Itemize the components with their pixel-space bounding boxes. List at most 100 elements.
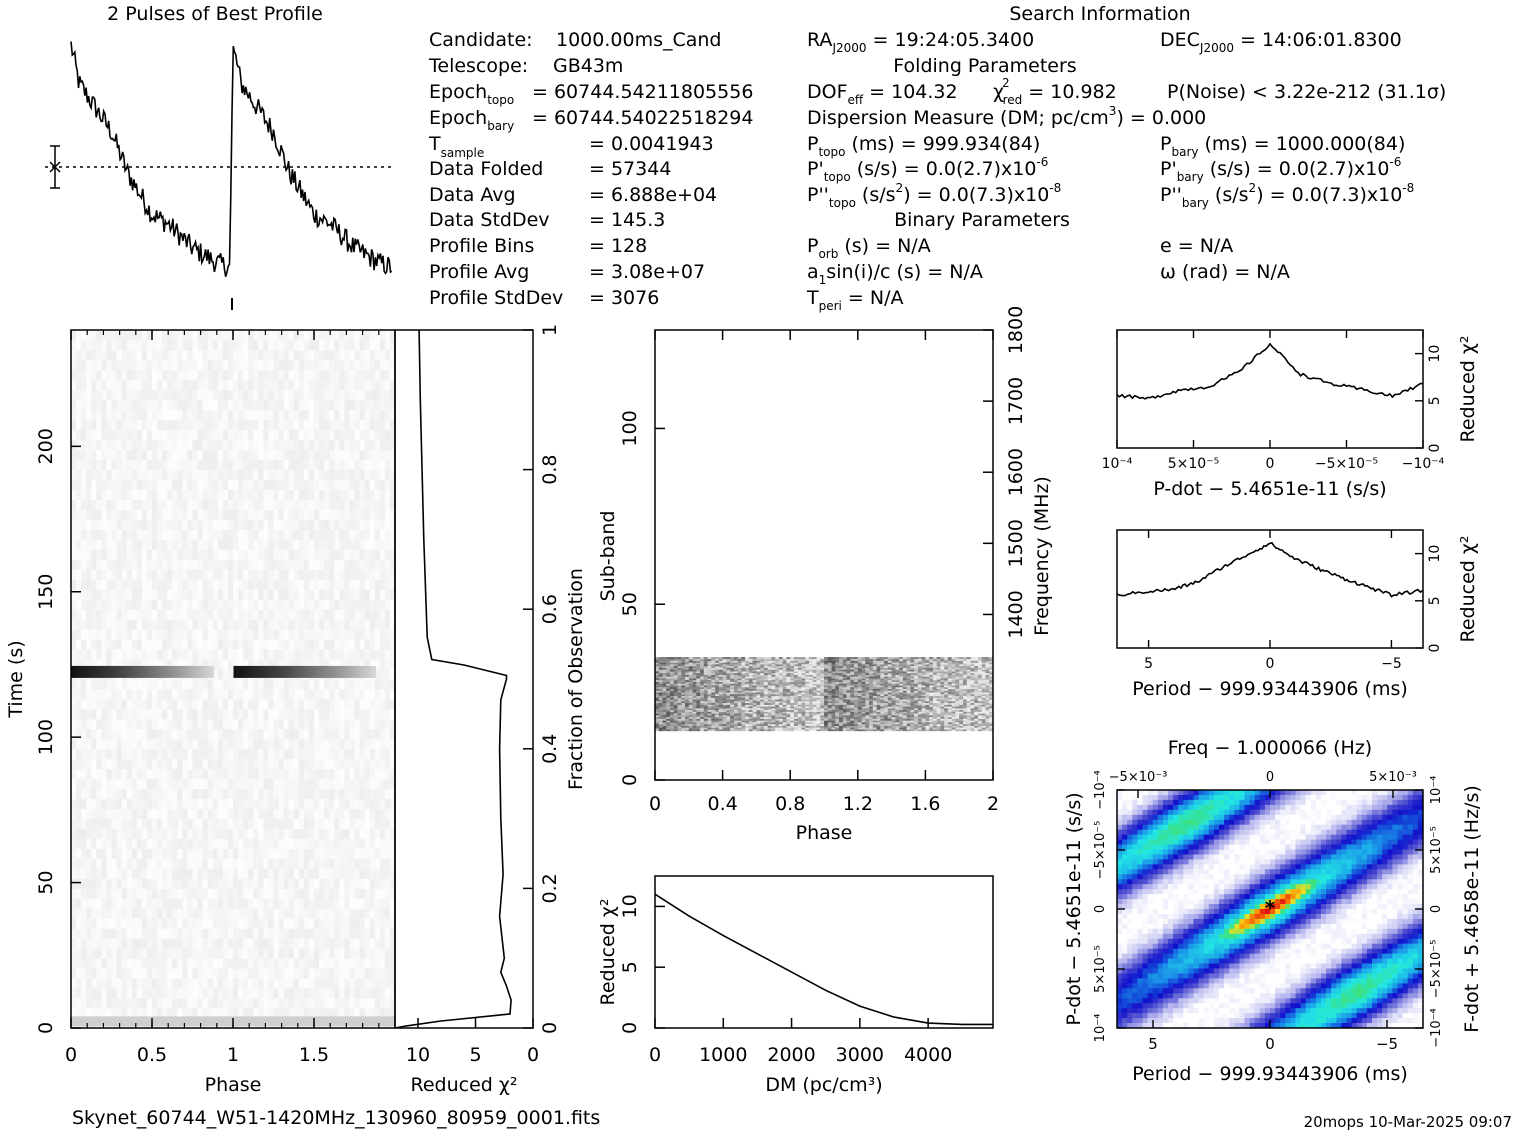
heatmap-cell — [167, 639, 173, 650]
heatmap-cell — [298, 808, 305, 819]
heatmap-cell — [314, 888, 320, 899]
heatmap-cell — [334, 798, 340, 810]
heatmap-cell — [202, 698, 209, 710]
heatmap-cell — [136, 349, 143, 361]
heatmap-cell — [339, 379, 345, 391]
heatmap-cell — [167, 579, 173, 590]
heatmap-cell — [222, 379, 229, 391]
heatmap-cell — [167, 359, 173, 371]
heatmap-cell — [91, 778, 97, 790]
heatmap-cell — [227, 928, 234, 939]
heatmap-cell — [172, 379, 178, 391]
heatmap-cell — [167, 708, 173, 720]
heatmap-cell — [197, 798, 204, 810]
heatmap-cell — [212, 828, 219, 839]
heatmap-cell — [126, 340, 133, 351]
heatmap-cell — [303, 708, 310, 720]
heatmap-cell — [131, 359, 138, 371]
heatmap-cell — [86, 838, 92, 849]
heatmap-cell — [101, 389, 107, 401]
heatmap-cell — [177, 609, 183, 620]
heatmap-cell — [233, 808, 239, 819]
heatmap-cell — [384, 459, 391, 470]
heatmap-cell — [197, 788, 204, 800]
subband-cell — [782, 727, 787, 730]
heatmap-cell — [172, 559, 178, 570]
subband-cell — [715, 727, 720, 730]
heatmap-cell — [379, 459, 386, 470]
heatmap-cell — [329, 838, 335, 849]
heatmap-cell — [339, 808, 345, 819]
heatmap-cell — [319, 748, 325, 760]
heatmap-cell — [258, 639, 264, 650]
heatmap-cell — [293, 429, 300, 441]
heatmap-cell — [319, 609, 325, 620]
heatmap-cell — [202, 748, 209, 760]
subband-cell — [805, 727, 810, 730]
heatmap-cell — [258, 349, 264, 361]
heatmap-cell — [243, 609, 249, 620]
heatmap-cell — [182, 758, 188, 770]
heatmap-cell — [172, 419, 178, 431]
heatmap-cell — [157, 369, 163, 381]
heatmap-cell — [359, 389, 366, 401]
heatmap-cell — [248, 768, 254, 780]
heatmap-cell — [253, 419, 259, 431]
heatmap-cell — [91, 848, 97, 859]
heatmap-cell — [207, 549, 214, 560]
heatmap-cell — [263, 349, 269, 361]
heatmap-cell — [389, 509, 395, 520]
heatmap-cell — [81, 639, 87, 650]
heatmap-cell — [121, 429, 128, 441]
heatmap-cell — [329, 938, 335, 949]
heatmap-cell — [258, 689, 264, 700]
heatmap-cell — [288, 489, 295, 500]
heatmap-cell — [248, 998, 254, 1009]
heatmap-cell — [273, 479, 279, 490]
heatmap-cell — [136, 808, 143, 819]
heatmap-cell — [384, 529, 391, 540]
heatmap-cell — [268, 479, 274, 490]
heatmap-cell — [314, 649, 320, 660]
heatmap-cell — [202, 499, 209, 510]
heatmap-cell — [389, 409, 395, 421]
heatmap-cell — [106, 629, 112, 640]
heatmap-cell — [324, 998, 330, 1009]
heatmap-cell — [258, 698, 264, 710]
heatmap-cell — [96, 399, 102, 411]
heatmap-cell — [319, 708, 325, 720]
heatmap-cell — [243, 449, 249, 461]
heatmap-cell — [101, 848, 107, 859]
heatmap-cell — [263, 439, 269, 451]
heatmap-cell — [293, 509, 300, 520]
heatmap-cell — [273, 988, 279, 999]
heatmap-cell — [177, 429, 183, 441]
heatmap-cell — [268, 708, 274, 720]
subband-cell — [809, 723, 814, 726]
heatmap-cell — [101, 788, 107, 800]
heatmap-cell — [324, 409, 330, 421]
heatmap-cell — [222, 679, 229, 690]
heatmap-cell — [334, 359, 340, 371]
heatmap-cell — [283, 728, 290, 740]
heatmap-cell — [121, 788, 128, 800]
heatmap-cell — [339, 868, 345, 879]
heatmap-cell — [81, 679, 87, 690]
heatmap-cell — [157, 938, 163, 949]
heatmap-cell — [258, 928, 264, 939]
heatmap-cell — [359, 689, 366, 700]
heatmap-cell — [349, 798, 355, 810]
heatmap-cell — [233, 479, 239, 490]
ra-label: RA — [807, 29, 832, 51]
heatmap-cell — [91, 559, 97, 570]
heatmap-cell — [374, 918, 381, 929]
subband-cell — [741, 725, 746, 728]
heatmap-cell — [303, 928, 310, 939]
heatmap-cell — [177, 848, 183, 859]
heatmap-cell — [308, 788, 315, 800]
heatmap-cell — [248, 579, 254, 590]
heatmap-cell — [329, 888, 335, 899]
heatmap-cell — [172, 928, 178, 939]
heatmap-cell — [86, 758, 92, 770]
heatmap-cell — [106, 529, 112, 540]
